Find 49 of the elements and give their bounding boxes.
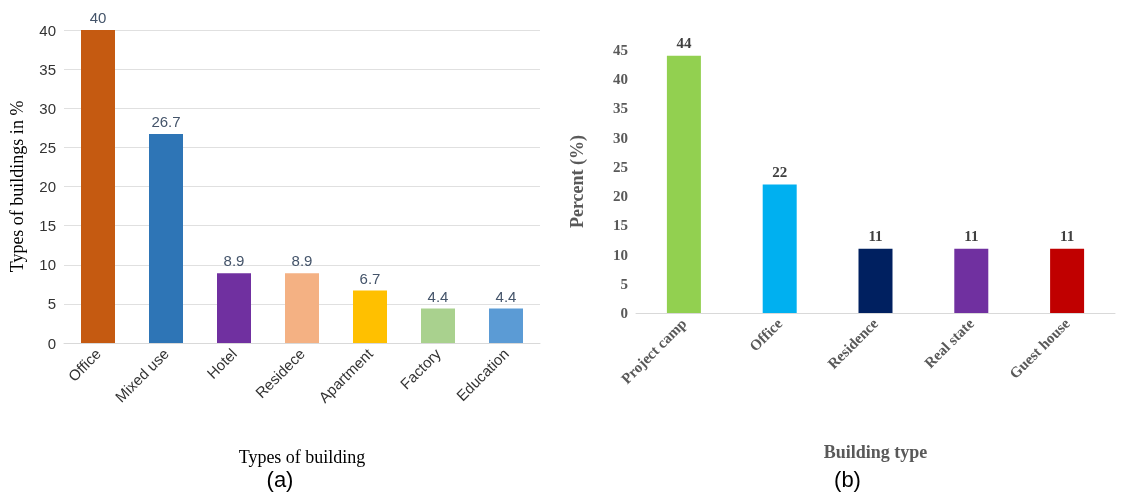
y-tick-label: 35: [39, 60, 56, 78]
data-label: 44: [676, 35, 692, 52]
y-tick-label: 35: [613, 100, 628, 117]
data-label: 11: [868, 228, 883, 245]
data-label: 4.4: [427, 287, 449, 305]
y-tick-label: 5: [620, 275, 628, 292]
y-tick-label: 5: [47, 295, 56, 313]
data-label: 22: [772, 163, 788, 180]
x-axis-title: Building type: [823, 442, 928, 462]
y-tick-label: 25: [613, 158, 628, 175]
bar: [1050, 248, 1085, 313]
data-label: 40: [89, 9, 107, 26]
data-label: 11: [964, 228, 979, 245]
bar: [285, 273, 319, 343]
bar: [489, 308, 523, 343]
y-tick-label: 45: [613, 42, 628, 58]
bar: [353, 290, 387, 343]
bar: [666, 55, 701, 313]
y-tick-label: 0: [620, 305, 628, 321]
y-tick-label: 10: [613, 246, 628, 263]
bar: [421, 308, 455, 343]
y-axis-title: Types of buildings in %: [7, 100, 27, 273]
data-label: 26.7: [151, 113, 181, 131]
data-label: 4.4: [495, 287, 517, 305]
y-tick-label: 25: [39, 138, 56, 156]
y-tick-label: 40: [613, 71, 628, 88]
bar: [81, 30, 115, 343]
y-axis-title: Percent (%): [567, 134, 588, 229]
y-tick-label: 20: [39, 178, 56, 195]
text: (b): [834, 466, 861, 492]
data-label: 8.9: [223, 252, 245, 270]
x-axis-title: Types of building: [238, 447, 366, 467]
data-label: 11: [1060, 228, 1075, 245]
y-tick-label: 20: [613, 188, 628, 205]
y-tick-label: 0: [47, 334, 56, 352]
bar: [858, 248, 893, 313]
y-tick-label: 10: [39, 256, 56, 274]
text: (a): [266, 466, 294, 492]
bar: [149, 134, 183, 343]
y-tick-label: 40: [39, 21, 56, 39]
y-tick-label: 30: [39, 99, 56, 117]
bar: [762, 184, 797, 313]
y-tick-label: 15: [613, 217, 628, 234]
data-label: 8.9: [291, 252, 313, 270]
data-label: 6.7: [359, 269, 381, 287]
y-tick-label: 15: [39, 217, 56, 235]
bar: [954, 248, 989, 313]
bar: [217, 273, 251, 343]
y-tick-label: 30: [613, 129, 628, 146]
